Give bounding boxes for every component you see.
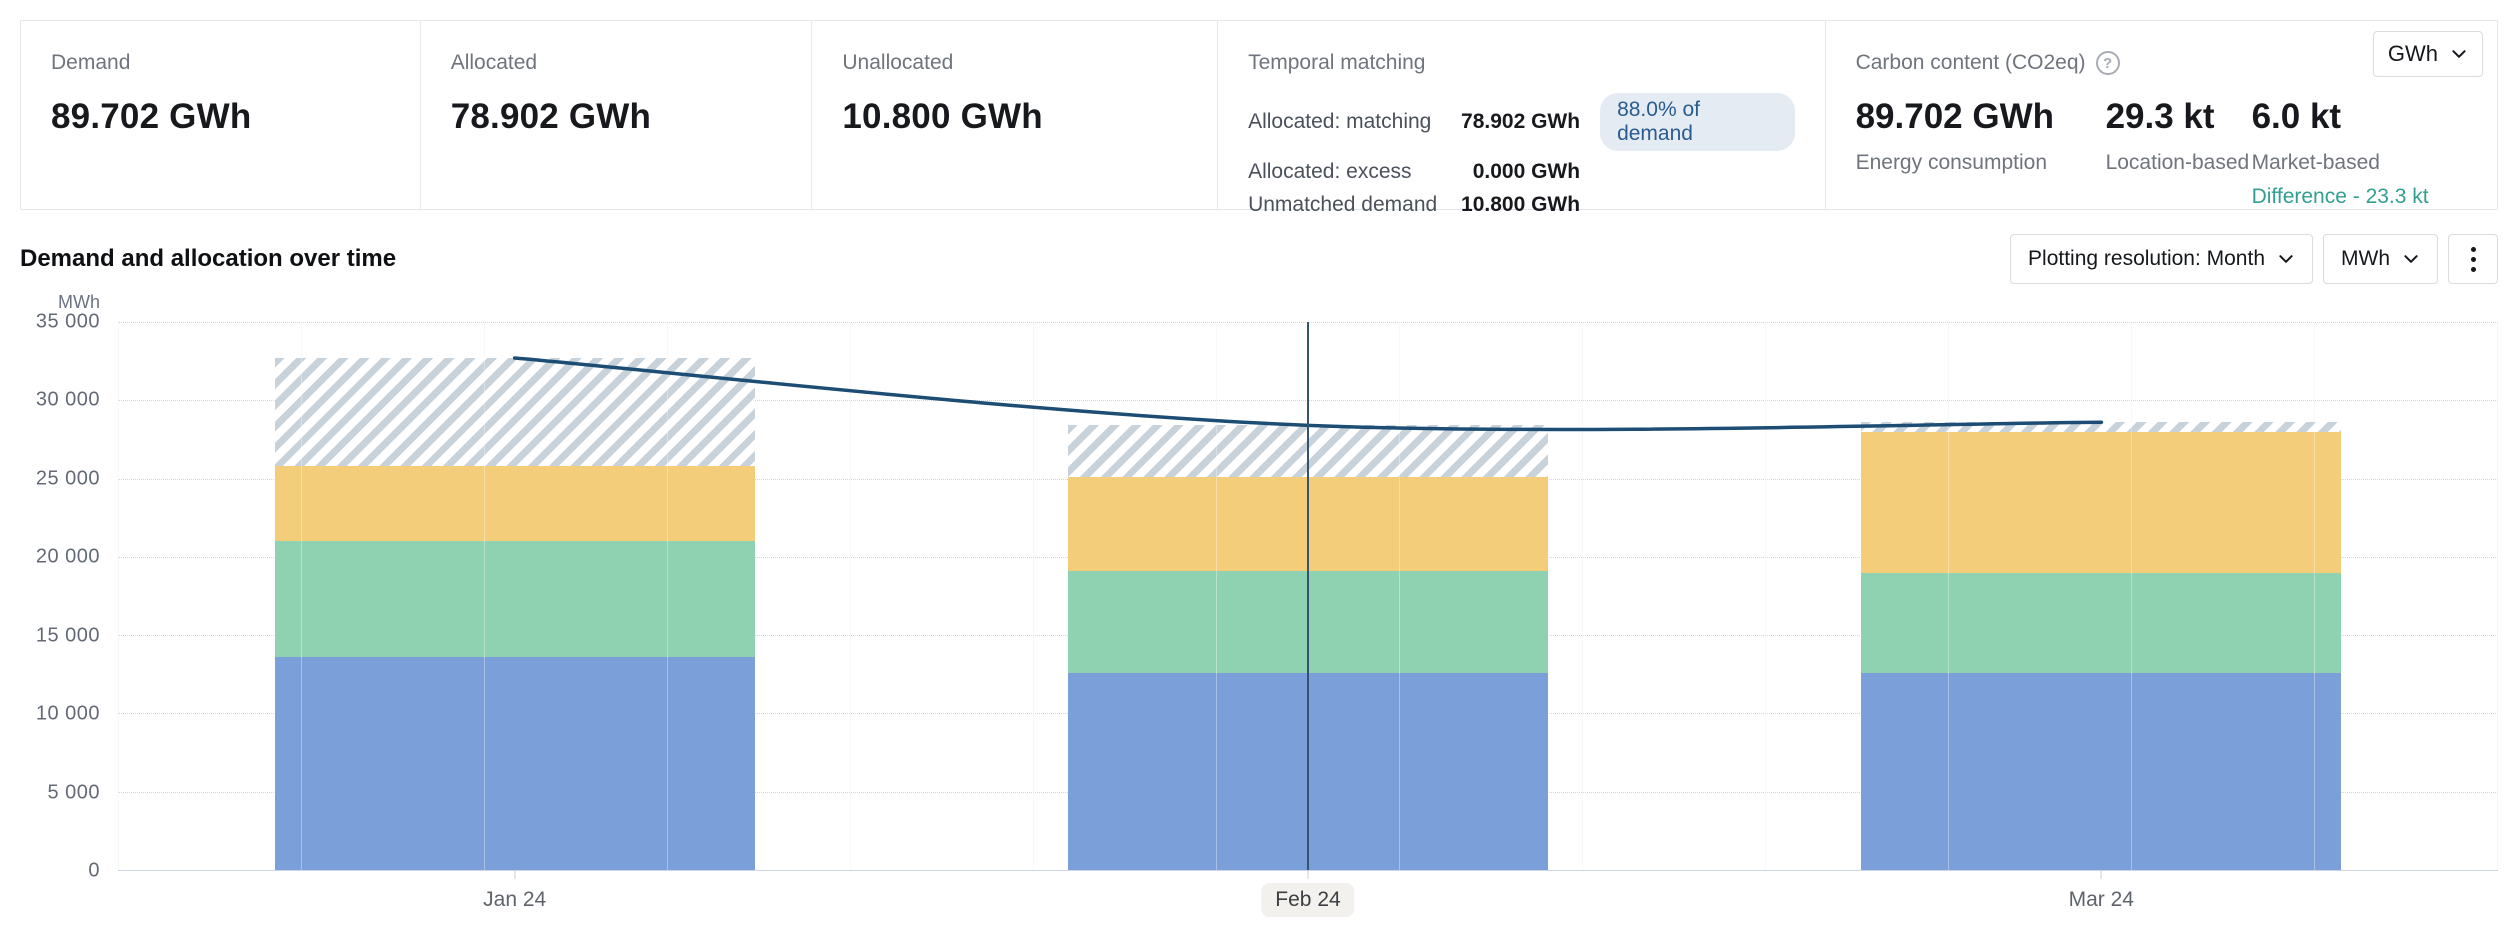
row-value: 10.800 GWh — [1461, 193, 1581, 216]
demand-value: 89.702 GWh — [51, 97, 252, 136]
x-label-mar: Mar 24 — [2068, 888, 2134, 911]
y-tick: 5 000 — [47, 781, 100, 804]
row-value: 78.902 GWh — [1461, 110, 1581, 133]
bar-segment-allocated-source-2[interactable] — [274, 541, 755, 658]
temporal-matching-card: Temporal matching Allocated: matching 78… — [1218, 21, 1826, 216]
y-tick: 30 000 — [35, 388, 100, 411]
row-value: 0.000 GWh — [1472, 160, 1581, 183]
energy-consumption-metric: 89.702 GWh Energy consumption — [1855, 97, 2054, 174]
bar-segment-allocated-source-1[interactable] — [274, 657, 755, 870]
demand-percentage-badge: 88.0% of demand — [1600, 93, 1795, 151]
y-tick: 20 000 — [35, 545, 100, 568]
unallocated-card: Unallocated 10.800 GWh — [812, 21, 1219, 209]
y-tick: 10 000 — [35, 702, 100, 725]
row-label: Unmatched demand — [1248, 193, 1438, 216]
carbon-content-card: Carbon content (CO2eq) ? 89.702 GWh Ener… — [1826, 21, 2497, 209]
x-tick-mark — [1307, 870, 1309, 879]
row-label: Allocated: excess — [1248, 160, 1412, 183]
temporal-matching-title: Temporal matching — [1248, 51, 1426, 74]
plotting-resolution-dropdown[interactable]: Plotting resolution: Month — [2010, 234, 2313, 284]
allocated-label: Allocated — [450, 51, 538, 74]
bar-segment-unallocated[interactable] — [274, 358, 755, 467]
allocated-card: Allocated 78.902 GWh — [421, 21, 813, 209]
bar-segment-unallocated[interactable] — [1861, 422, 2342, 432]
carbon-content-title: Carbon content (CO2eq) — [1855, 51, 2086, 74]
unallocated-label: Unallocated — [842, 51, 954, 74]
chart-title: Demand and allocation over time — [20, 245, 397, 272]
question-circle-icon[interactable]: ? — [2095, 51, 2120, 75]
y-tick: 15 000 — [35, 624, 100, 647]
demand-card: Demand 89.702 GWh — [21, 21, 421, 209]
y-axis-unit: MWh — [58, 292, 100, 312]
bar-mar-24[interactable] — [1861, 322, 2342, 870]
difference-value: Difference - 23.3 kt — [2251, 185, 2429, 208]
bar-segment-allocated-source-1[interactable] — [1861, 672, 2342, 870]
allocated-value: 78.902 GWh — [450, 97, 652, 136]
chevron-down-icon — [2452, 50, 2466, 58]
summary-bar: Demand 89.702 GWh Allocated 78.902 GWh U… — [20, 20, 2498, 216]
bar-segment-allocated-source-3[interactable] — [274, 466, 755, 542]
kebab-menu-icon[interactable] — [2448, 234, 2498, 284]
y-tick: 0 — [88, 859, 100, 882]
plot-area — [118, 322, 2498, 879]
temporal-matching-rows: Allocated: matching 78.902 GWh 88.0% of … — [1248, 93, 1795, 217]
chevron-down-icon — [2404, 255, 2418, 263]
row-label: Allocated: matching — [1248, 110, 1432, 133]
unallocated-value: 10.800 GWh — [842, 97, 1043, 136]
x-tick-mark — [2100, 870, 2102, 879]
x-label-jan: Jan 24 — [483, 888, 547, 911]
bar-jan-24[interactable] — [274, 322, 755, 870]
y-tick: 25 000 — [35, 467, 100, 490]
y-tick: 35 000 — [35, 310, 100, 333]
location-based-metric: 29.3 kt Location-based — [2105, 97, 2250, 174]
demand-label: Demand — [51, 51, 131, 74]
y-axis-labels: 35 000 30 000 25 000 20 000 15 000 10 00… — [0, 311, 100, 882]
x-tick-mark — [514, 870, 516, 879]
x-label-feb: Feb 24 — [1261, 883, 1355, 917]
bar-segment-allocated-source-2[interactable] — [1861, 572, 2342, 673]
market-based-metric: 6.0 kt Market-based Difference - 23.3 kt — [2251, 97, 2429, 208]
chevron-down-icon — [2279, 255, 2293, 263]
chart-unit-dropdown[interactable]: MWh — [2323, 234, 2438, 284]
hover-cursor-line — [1307, 322, 1309, 870]
unit-selector-dropdown[interactable]: GWh — [2372, 31, 2484, 77]
chart-header: Demand and allocation over time Plotting… — [20, 233, 2498, 285]
bar-segment-allocated-source-3[interactable] — [1861, 431, 2342, 573]
